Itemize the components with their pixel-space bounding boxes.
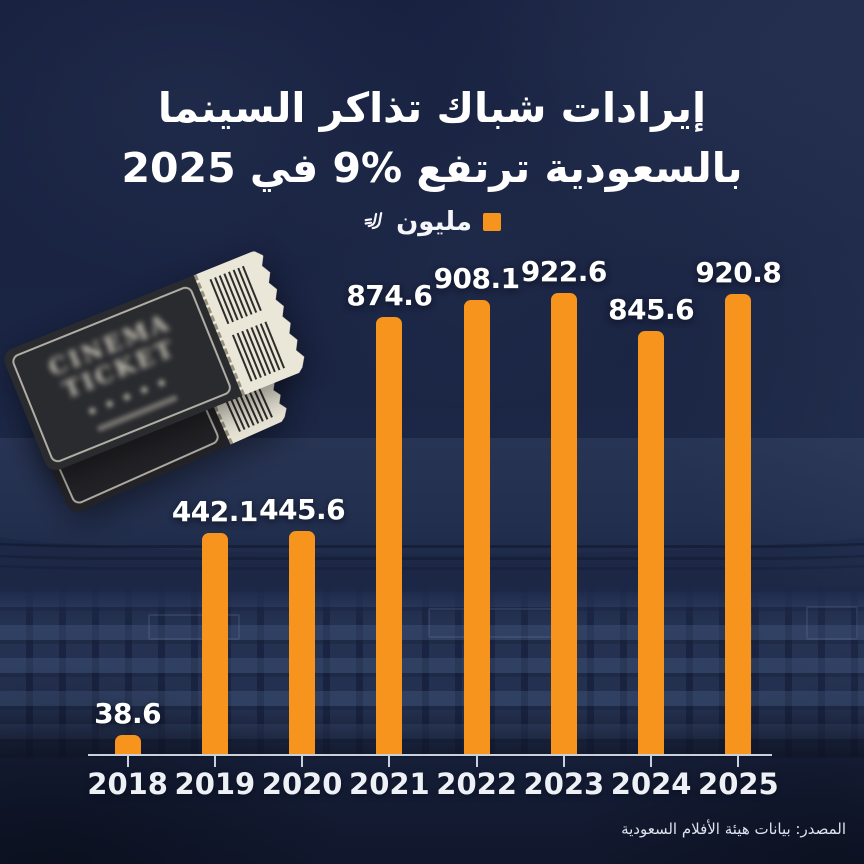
- source-credit: المصدر: بيانات هيئة الأفلام السعودية: [621, 820, 846, 838]
- bar-2023: [550, 292, 577, 754]
- bar-column: 845.6: [608, 293, 695, 754]
- bar-value-label: 38.6: [94, 696, 162, 730]
- bar-column: 920.8: [695, 256, 782, 754]
- bar-column: 38.6: [84, 697, 171, 754]
- axis-tick: [433, 756, 520, 767]
- bar-column: 442.1: [171, 495, 258, 754]
- bar-column: 874.6: [346, 279, 433, 754]
- bar-column: 908.1: [433, 262, 520, 754]
- backdrop-frame: [806, 606, 858, 640]
- axis-tick: [259, 756, 346, 767]
- bar-2021: [376, 316, 403, 754]
- year-label-2020: 2020: [261, 767, 343, 801]
- bar-value-label: 445.6: [259, 493, 346, 527]
- bar-value-label: 908.1: [433, 261, 521, 295]
- year-label-2018: 2018: [87, 767, 168, 801]
- year-label-2025: 2025: [698, 767, 779, 801]
- year-label-2024: 2024: [610, 767, 692, 801]
- bar-column: 445.6: [259, 493, 346, 754]
- year-label-2021: 2021: [349, 767, 430, 801]
- axis-tick: [171, 756, 258, 767]
- bar-2024: [638, 331, 665, 754]
- bar-value-label: 874.6: [346, 278, 433, 312]
- axis-tick: [608, 756, 695, 767]
- year-label-2022: 2022: [436, 767, 517, 801]
- bar-2018: [114, 734, 141, 754]
- bar-value-label: 922.6: [520, 254, 608, 288]
- bar-2025: [725, 293, 752, 754]
- bar-2020: [289, 531, 316, 754]
- bar-value-label: 845.6: [608, 293, 695, 327]
- axis-tick: [520, 756, 607, 767]
- years-row: 2018 2019 2020 2021 2022 2023 2024 2025: [84, 767, 782, 801]
- year-label-2023: 2023: [523, 767, 605, 801]
- bar-2022: [463, 299, 490, 754]
- bar-column: 922.6: [520, 255, 607, 754]
- bar-2019: [201, 532, 228, 754]
- axis-tick: [84, 756, 171, 767]
- axis-tick: [346, 756, 433, 767]
- ticks-row: [84, 756, 782, 767]
- bar-value-label: 442.1: [171, 494, 259, 528]
- bars-row: 38.6 442.1 445.6 874.6 908.1 922.6 845.6…: [84, 0, 782, 754]
- bar-value-label: 920.8: [695, 255, 782, 289]
- year-label-2019: 2019: [174, 767, 256, 801]
- axis-tick: [695, 756, 782, 767]
